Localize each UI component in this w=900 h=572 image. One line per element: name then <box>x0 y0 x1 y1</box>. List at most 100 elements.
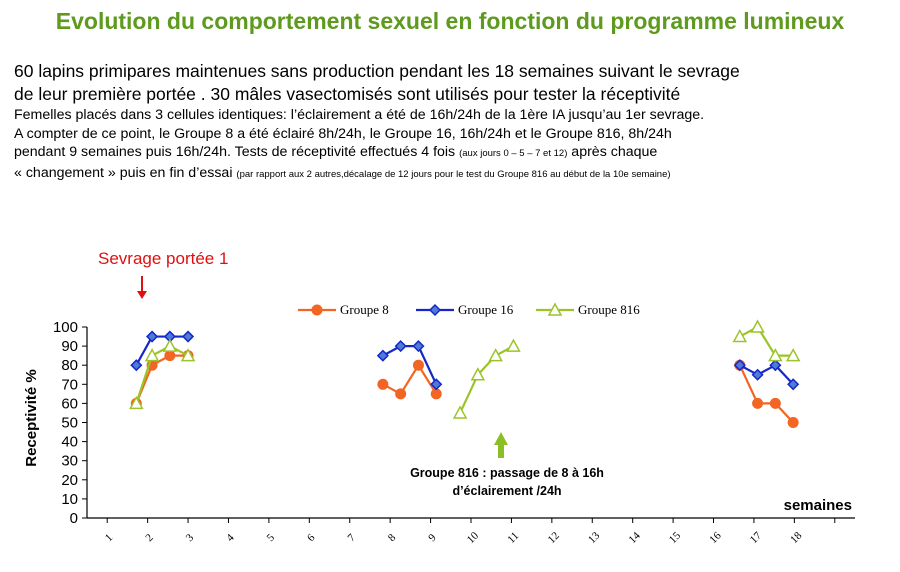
data-point <box>377 378 389 390</box>
x-tick-label: 14 <box>626 529 643 546</box>
x-tick-label: 16 <box>707 529 724 546</box>
data-point <box>769 397 781 409</box>
intro-line-1: 60 lapins primipares maintenues sans pro… <box>14 61 740 81</box>
intro-line-6-note: (par rapport aux 2 autres,décalage de 12… <box>236 168 671 180</box>
data-point <box>412 340 425 353</box>
legend-label: Groupe 16 <box>458 302 514 317</box>
data-point <box>768 348 783 362</box>
y-tick-label: 70 <box>61 376 78 393</box>
y-tick-label: 50 <box>61 415 78 432</box>
data-point <box>376 349 389 362</box>
legend-item: Groupe 8 <box>298 302 389 317</box>
data-point <box>751 368 764 381</box>
x-tick-label: 12 <box>546 530 562 546</box>
series-line <box>135 354 189 404</box>
data-point <box>180 348 196 362</box>
y-tick-label: 40 <box>61 434 78 451</box>
data-point <box>162 338 178 352</box>
data-point <box>146 330 159 343</box>
x-tick-label: 11 <box>505 530 521 546</box>
legend-item: Groupe 16 <box>416 302 514 317</box>
x-tick-label: 13 <box>586 529 603 546</box>
data-point <box>452 405 468 419</box>
data-point <box>547 302 563 316</box>
data-point <box>181 330 195 343</box>
x-axis-label: semaines <box>784 497 852 514</box>
intro-text: 60 lapins primipares maintenues sans pro… <box>14 60 894 184</box>
x-tick-label: 8 <box>386 531 399 544</box>
data-point <box>394 340 407 353</box>
intro-line-5: pendant 9 semaines puis 16h/24h. Tests d… <box>14 143 894 164</box>
intro-line-6-main: « changement » puis en fin d’essai <box>14 164 237 181</box>
y-tick-label: 0 <box>70 510 78 527</box>
y-tick-label: 20 <box>61 472 78 489</box>
legend-label: Groupe 816 <box>578 302 640 317</box>
chart-legend: Groupe 8 Groupe 16 Groupe 816 <box>298 302 640 317</box>
intro-line-4: A compter de ce point, le Groupe 8 a été… <box>14 125 672 142</box>
x-tick-label: 6 <box>305 531 318 544</box>
x-tick-label: 5 <box>265 531 278 544</box>
y-tick-label: 10 <box>61 491 78 508</box>
data-point <box>769 359 782 372</box>
x-tick-label: 3 <box>184 531 197 544</box>
x-tick-label: 2 <box>143 532 155 544</box>
x-tick-label: 9 <box>426 531 439 544</box>
data-point <box>144 348 160 362</box>
data-point <box>787 417 799 428</box>
x-tick-label: 1 <box>103 532 115 544</box>
x-tick-label: 15 <box>667 529 684 546</box>
data-point <box>785 348 801 362</box>
data-point <box>395 388 407 400</box>
series-line <box>739 325 794 357</box>
series-line <box>135 335 189 366</box>
series-line <box>135 344 189 404</box>
intro-line-3: Femelles placés dans 3 cellules identiqu… <box>14 107 705 123</box>
legend-item: Groupe 816 <box>536 302 640 317</box>
data-point <box>129 395 144 410</box>
data-point <box>787 378 800 391</box>
series-line <box>739 363 794 386</box>
data-point <box>488 348 503 362</box>
legend-label: Groupe 8 <box>340 302 389 317</box>
chart-title: Evolution du comportement sexuel en fonc… <box>55 8 845 34</box>
x-tick-label: 10 <box>465 529 482 546</box>
switch-annotation-line-1: Groupe 816 : passage de 8 à 16h <box>410 466 604 480</box>
data-point <box>164 350 176 362</box>
data-point <box>732 328 748 343</box>
series-line <box>382 363 438 396</box>
x-tick-label: 17 <box>748 529 765 546</box>
intro-line-5-end: après chaque <box>567 144 658 160</box>
series-line <box>382 345 438 385</box>
y-tick-label: 30 <box>61 453 78 470</box>
weaning-annotation: Sevrage portée 1 <box>98 249 228 268</box>
y-tick-label: 100 <box>53 319 78 336</box>
weaning-arrow <box>137 276 147 299</box>
series-groupe-816 <box>129 319 801 419</box>
data-point <box>311 304 323 316</box>
data-point <box>470 367 486 381</box>
series-line <box>738 364 794 424</box>
switch-annotation-line-2: d’éclairement /24h <box>452 484 561 498</box>
x-tick-label: 18 <box>788 529 805 546</box>
data-point <box>428 303 442 317</box>
switch-arrow <box>494 432 508 458</box>
y-axis-label: Receptivité % <box>23 369 40 467</box>
x-tick-label: 7 <box>345 531 358 544</box>
intro-line-2: de leur première portée . 30 mâles vasec… <box>14 84 681 104</box>
data-point <box>506 338 521 352</box>
series-groupe-16 <box>130 330 800 391</box>
y-tick-label: 90 <box>61 338 78 355</box>
y-tick-label: 80 <box>61 357 78 374</box>
data-point <box>430 378 443 391</box>
y-tick-label: 60 <box>61 395 78 412</box>
data-point <box>752 397 764 409</box>
data-point <box>412 359 424 371</box>
series-line <box>459 345 514 414</box>
intro-line-5-main: pendant 9 semaines puis 16h/24h. Tests d… <box>14 144 460 160</box>
data-point <box>733 359 746 372</box>
intro-line-5-days: (aux jours 0 – 5 – 7 et 12) <box>459 148 568 159</box>
intro-line-6: « changement » puis en fin d’essai (par … <box>14 164 894 185</box>
chart-series <box>129 319 801 428</box>
data-point <box>130 359 143 372</box>
